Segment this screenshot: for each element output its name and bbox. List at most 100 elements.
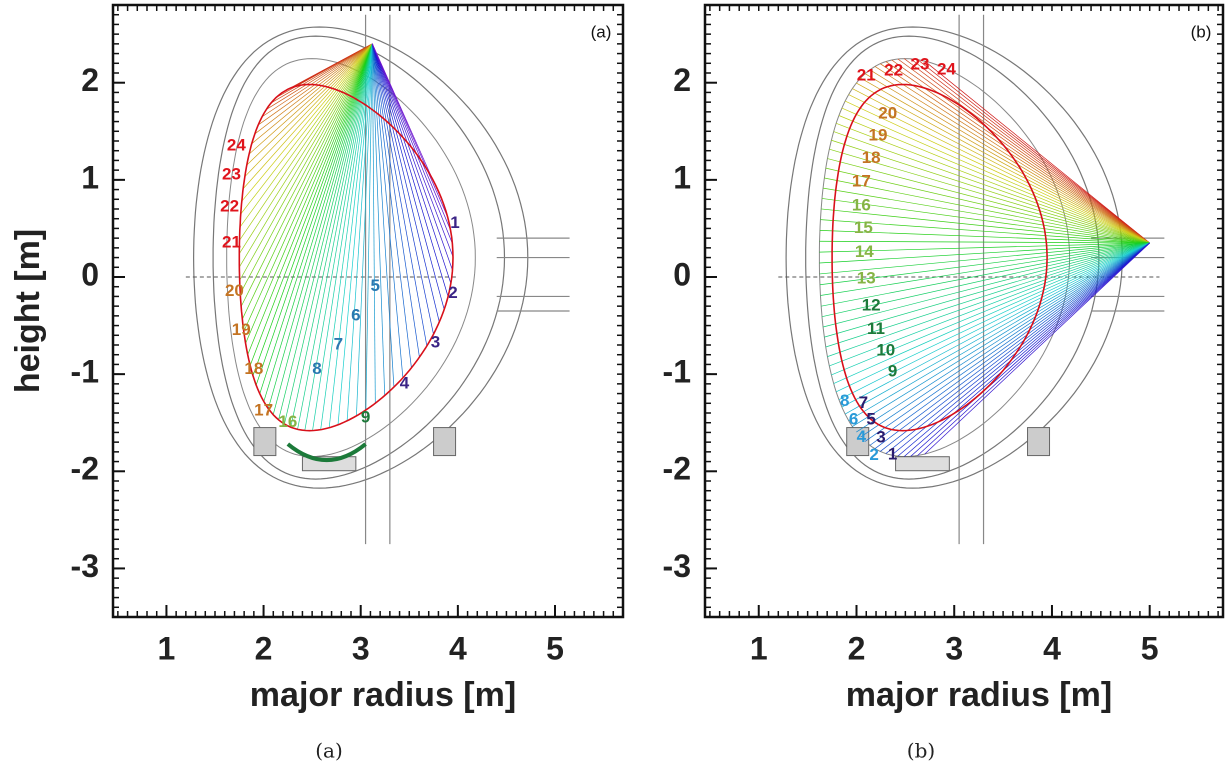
channel-label: 6 [351, 305, 360, 324]
line-of-sight [239, 43, 373, 268]
line-of-sight [278, 43, 373, 420]
line-of-sight [240, 43, 373, 215]
line-of-sight [240, 43, 373, 307]
line-of-sight [831, 139, 1150, 244]
channel-label: 20 [225, 281, 244, 300]
channel-label: 18 [244, 359, 263, 378]
channel-label: 19 [869, 126, 888, 145]
y-axis-title: height [m] [9, 229, 47, 393]
line-of-sight [372, 43, 420, 358]
line-of-sight [372, 43, 440, 323]
channel-label: 3 [876, 428, 885, 447]
channel-label: 1 [888, 444, 897, 463]
vessel-wall [805, 35, 1100, 480]
line-of-sight [266, 43, 373, 110]
line-of-sight [827, 158, 1150, 244]
line-of-sight [897, 242, 1150, 457]
line-of-sight [869, 69, 1150, 244]
line-of-sight [924, 242, 1150, 455]
line-of-sight [917, 59, 1150, 244]
channel-label: 17 [852, 171, 871, 190]
line-of-sight [860, 77, 1150, 244]
plot-area [778, 14, 1165, 545]
line-of-sight [259, 43, 373, 394]
line-of-sight [891, 59, 1150, 244]
line-of-sight [239, 43, 373, 228]
line-of-sight [856, 242, 1150, 433]
line-of-sight [833, 242, 1150, 384]
y-tick-label: 0 [81, 256, 99, 292]
line-of-sight [247, 43, 373, 355]
line-of-sight [819, 230, 1150, 244]
divertor [895, 456, 950, 472]
line-of-sight [819, 240, 1150, 244]
line-of-sight [924, 60, 1150, 244]
line-of-sight [852, 88, 1150, 244]
x-tick-label: 2 [255, 630, 273, 666]
line-of-sight [284, 43, 373, 425]
caption: (a) [315, 739, 343, 763]
line-of-sight [251, 43, 373, 144]
y-tick-label: -1 [71, 354, 99, 390]
x-tick-label: 5 [546, 630, 564, 666]
line-of-sight [239, 43, 373, 294]
line-of-sight [372, 43, 452, 284]
line-of-sight [885, 61, 1150, 244]
channel-label: 16 [278, 412, 297, 431]
line-of-sight [239, 43, 373, 241]
channel-label: 16 [852, 196, 871, 215]
channel-label: 22 [220, 197, 239, 216]
line-of-sight [874, 66, 1150, 244]
line-of-sight [848, 94, 1150, 244]
y-tick-label: 2 [673, 62, 691, 98]
x-tick-label: 2 [848, 630, 866, 666]
line-of-sight [372, 43, 449, 297]
x-axis-title: major radius [m] [846, 676, 1112, 714]
line-of-sight [372, 43, 428, 347]
y-tick-label: -3 [71, 548, 99, 584]
line-of-sight [372, 43, 445, 310]
channel-label: 21 [857, 65, 876, 84]
line-of-sight [267, 43, 373, 409]
line-of-sight [904, 58, 1150, 244]
y-tick-label: -1 [663, 354, 691, 390]
channel-label: 8 [840, 391, 849, 410]
channel-label: 10 [876, 340, 895, 359]
x-tick-label: 3 [945, 630, 963, 666]
line-of-sight [372, 43, 395, 388]
line-of-sight [304, 43, 373, 431]
line-of-sight [819, 242, 1150, 264]
line-of-sight [819, 242, 1150, 286]
line-of-sight [252, 43, 373, 376]
line-of-sight [821, 242, 1150, 318]
y-tick-label: 1 [81, 159, 99, 195]
line-of-sight [328, 43, 373, 428]
channel-label: 4 [400, 373, 410, 392]
channel-label: 23 [911, 55, 930, 74]
y-tick-label: 1 [673, 159, 691, 195]
line-of-sight [239, 43, 373, 254]
channel-label: 4 [857, 427, 867, 446]
line-of-sight [820, 219, 1150, 244]
frame [111, 3, 625, 619]
line-of-sight [276, 43, 373, 98]
line-of-sight [261, 43, 373, 118]
line-of-sight [819, 242, 1150, 253]
line-of-sight [337, 43, 373, 425]
plasma-boundary [238, 83, 454, 432]
line-of-sight [819, 242, 1150, 275]
channel-label: 2 [448, 283, 457, 302]
line-of-sight [365, 43, 373, 411]
line-of-sight [885, 242, 1150, 454]
channel-label: 24 [937, 60, 956, 79]
channel-label: 24 [227, 135, 246, 154]
line-of-sight [829, 242, 1150, 367]
line-of-sight [823, 187, 1150, 244]
line-of-sight [827, 242, 1150, 357]
line-of-sight [825, 167, 1150, 244]
channel-label: 5 [866, 409, 875, 428]
line-of-sight [372, 43, 404, 378]
line-of-sight [239, 43, 373, 281]
